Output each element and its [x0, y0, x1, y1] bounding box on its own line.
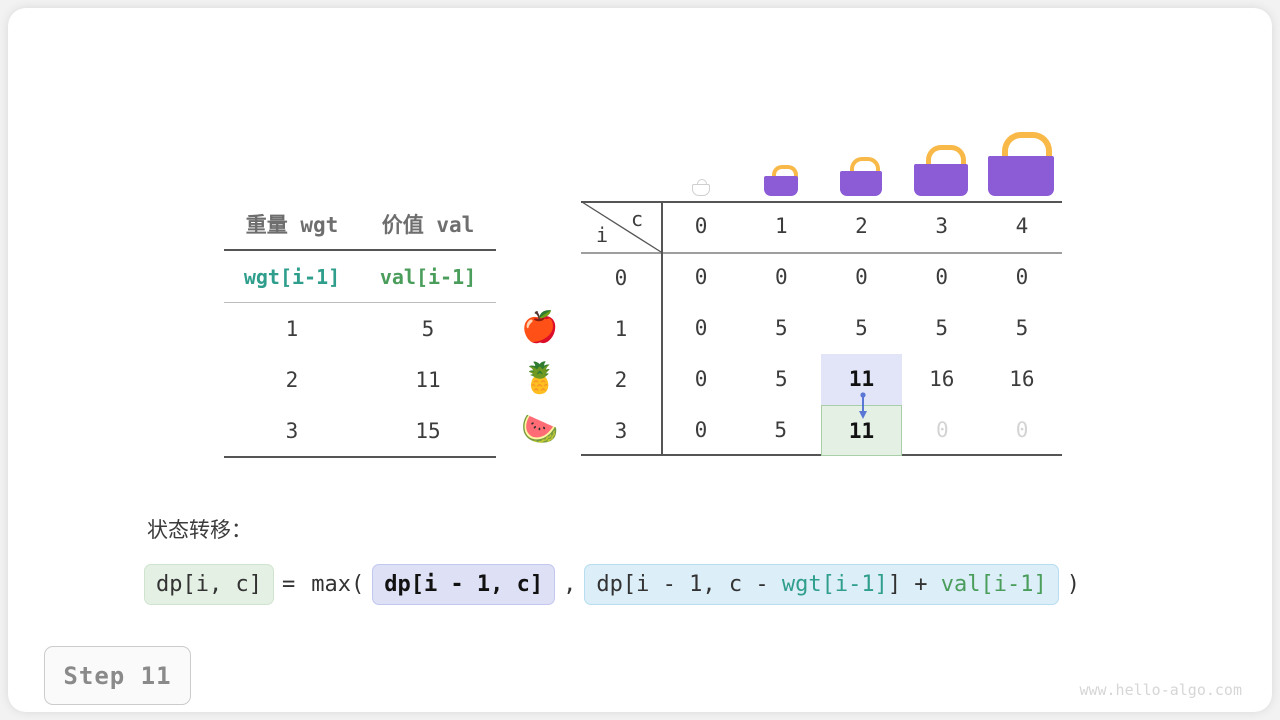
- bag-icon-3: [914, 145, 968, 196]
- dp-cell-3-3: 0: [935, 418, 949, 442]
- formula-option-1: dp[i - 1, c]: [372, 564, 556, 605]
- dp-cell-2-4: 16: [1009, 367, 1035, 391]
- formula-option-2: dp[i - 1, c - wgt[i-1]] + val[i-1]: [584, 564, 1059, 605]
- dp-col-header-4: 4: [1015, 214, 1029, 238]
- bag-slot-4: [981, 132, 1061, 200]
- item-table-header-val: 价值 val: [381, 212, 475, 237]
- item-table: 重量 wgt 价值 val wgt[i-1] val[i-1] 1 5 2 11…: [224, 198, 496, 458]
- formula-option-2-mid: ] +: [887, 572, 941, 597]
- formula-max-open: max(: [311, 572, 365, 597]
- formula-equals: =: [281, 572, 296, 597]
- bag-icon-2: [840, 157, 882, 196]
- item-wgt-3: 3: [285, 418, 299, 443]
- item-val-3: 15: [415, 418, 441, 443]
- dp-cell-0-4: 0: [1015, 265, 1029, 289]
- diagonal-line-icon: [581, 201, 662, 253]
- bag-slot-2: [821, 157, 901, 200]
- dp-row-header-2: 2: [614, 367, 628, 392]
- transition-arrow-icon: [858, 392, 868, 420]
- dp-cell-2-0: 0: [694, 367, 708, 391]
- formula-option-2-prefix: dp[i - 1, c -: [596, 572, 782, 597]
- table-row: 1 5: [224, 303, 496, 354]
- formula-close-paren: ): [1066, 572, 1081, 597]
- item-wgt-2: 2: [285, 367, 299, 392]
- dp-cell-3-0: 0: [694, 418, 708, 442]
- table-row: 3 0 5 11 0 0: [581, 405, 1062, 456]
- dp-table-vertical-rule: [661, 201, 663, 456]
- transition-label: 状态转移：: [147, 518, 252, 542]
- transition-formula: dp[i, c] = max( dp[i - 1, c] , dp[i - 1,…: [144, 564, 1088, 605]
- dp-row-header-3: 3: [614, 418, 628, 443]
- item-table-header-wgt: 重量 wgt: [245, 212, 339, 237]
- slide-card: 重量 wgt 价值 val wgt[i-1] val[i-1] 1 5 2 11…: [8, 8, 1272, 712]
- bag-slot-0: [661, 179, 741, 200]
- dp-col-header-2: 2: [855, 214, 868, 238]
- watermelon-icon: 🍉: [521, 412, 559, 447]
- bag-icon-4: [988, 132, 1054, 196]
- bag-slot-3: [901, 145, 981, 200]
- item-table-subheader-wgt: wgt[i-1]: [243, 264, 341, 289]
- axis-label-i: i: [596, 223, 609, 247]
- dp-cell-0-1: 0: [774, 265, 788, 289]
- watermark: www.hello-algo.com: [1079, 681, 1242, 699]
- bag-empty-icon: [692, 179, 710, 196]
- table-row: 3 15: [224, 405, 496, 458]
- dp-cell-3-4: 0: [1015, 418, 1029, 442]
- dp-cell-2-3: 16: [929, 367, 955, 391]
- dp-cell-1-1: 5: [774, 316, 788, 340]
- dp-cell-0-3: 0: [935, 265, 949, 289]
- item-wgt-1: 1: [285, 316, 299, 341]
- arrow-down-icon: [859, 392, 867, 419]
- bag-slot-1: [741, 165, 821, 200]
- dp-col-header-1: 1: [774, 214, 788, 238]
- dp-cell-1-0: 0: [694, 316, 708, 340]
- dp-row-header-1: 1: [614, 316, 628, 341]
- item-table-subheader-val: val[i-1]: [379, 264, 477, 289]
- axis-label-c: c: [631, 207, 644, 231]
- dp-row-header-0: 0: [614, 265, 628, 290]
- formula-option-2-wgt: wgt[i-1]: [781, 572, 888, 597]
- dp-cell-1-4: 5: [1015, 316, 1029, 340]
- formula-target: dp[i, c]: [144, 564, 274, 605]
- dp-cell-1-2: 5: [855, 316, 868, 340]
- dp-table: i c 0 1 2 3 4 0 0 0 0 0 0 1 0: [581, 201, 1062, 456]
- dp-cell-2-2-highlight-blue: 11: [821, 354, 902, 405]
- dp-cell-3-1: 5: [774, 418, 788, 442]
- item-table-subheader-row: wgt[i-1] val[i-1]: [224, 251, 496, 303]
- dp-cell-0-0: 0: [694, 265, 708, 289]
- table-row: 2 0 5 11 16 16: [581, 354, 1062, 405]
- dp-col-header-3: 3: [935, 214, 949, 238]
- item-val-2: 11: [415, 367, 441, 392]
- dp-col-header-0: 0: [694, 214, 708, 238]
- table-row: 0 0 0 0 0 0: [581, 252, 1062, 303]
- dp-table-mid-rule: [581, 252, 1062, 254]
- dp-table-top-rule: [581, 201, 1062, 203]
- pineapple-icon: 🍍: [521, 361, 559, 396]
- corner-diagonal: i c: [581, 201, 662, 253]
- item-table-header-row: 重量 wgt 价值 val: [224, 198, 496, 251]
- dp-cell-1-3: 5: [935, 316, 949, 340]
- bag-capacity-row: [661, 130, 1062, 200]
- formula-comma: ,: [563, 572, 577, 597]
- step-badge: Step 11: [44, 646, 191, 705]
- dp-cell-2-1: 5: [774, 367, 788, 391]
- formula-option-2-val: val[i-1]: [940, 572, 1047, 597]
- item-val-1: 5: [421, 316, 435, 341]
- dp-cell-0-2: 0: [855, 265, 868, 289]
- dp-table-header-row: i c 0 1 2 3 4: [581, 201, 1062, 253]
- bag-icon-1: [764, 165, 798, 196]
- table-row: 2 11: [224, 354, 496, 405]
- apple-icon: 🍎: [521, 310, 559, 345]
- fruit-column: 🍎 🍍 🍉: [516, 302, 564, 455]
- table-row: 1 0 5 5 5 5: [581, 303, 1062, 354]
